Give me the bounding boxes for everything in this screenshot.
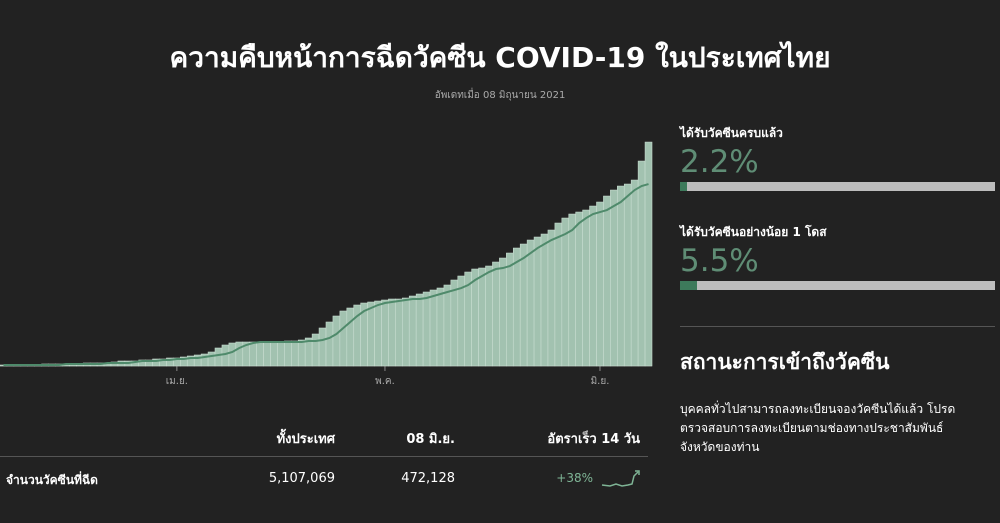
- bar: [554, 222, 563, 367]
- stat-value: 5.5%: [680, 243, 759, 279]
- bar: [339, 310, 348, 367]
- stat-label: ได้รับวัคซีนอย่างน้อย 1 โดส: [680, 225, 827, 239]
- progress-fill: [680, 182, 687, 191]
- bar: [291, 340, 299, 367]
- bar: [249, 341, 257, 367]
- bar: [519, 243, 528, 367]
- bar: [485, 265, 493, 367]
- col-header: อัตราเร็ว 14 วัน: [547, 432, 640, 447]
- bar: [214, 347, 223, 367]
- progress-track: [680, 281, 995, 290]
- bar: [270, 341, 278, 367]
- bar: [492, 261, 500, 367]
- status-text: บุคคลทั่วไปสามารถลงทะเบียนจองวัคซีนได้แล…: [680, 400, 955, 457]
- bar: [401, 297, 410, 367]
- bar: [506, 252, 514, 367]
- bar: [395, 298, 403, 367]
- table-rule: [0, 456, 648, 457]
- bar: [547, 229, 556, 367]
- bar: [256, 341, 264, 367]
- bar: [436, 287, 445, 367]
- bar: [443, 284, 452, 367]
- status-line: จังหวัดของท่าน: [680, 440, 760, 454]
- bar: [207, 351, 216, 367]
- bar: [429, 289, 438, 367]
- cell: 472,128: [401, 471, 455, 486]
- bar: [450, 279, 459, 367]
- bar: [422, 291, 431, 367]
- bar: [512, 247, 521, 367]
- bar: [235, 341, 244, 367]
- bar: [332, 315, 341, 367]
- bar: [415, 293, 424, 367]
- subtitle: อัพเดทเมื่อ 08 มิถุนายน 2021: [434, 90, 566, 101]
- row-label: จำนวนวัคซีนที่ฉีด: [6, 473, 98, 487]
- cell: +38%: [556, 471, 593, 485]
- bar: [297, 339, 306, 367]
- bar: [610, 189, 618, 367]
- stat-value: 2.2%: [680, 144, 759, 180]
- progress-track: [680, 182, 995, 191]
- x-tick-label: มิ.ย.: [591, 376, 610, 387]
- bar: [589, 205, 597, 367]
- bar: [408, 295, 417, 367]
- bar: [575, 211, 583, 367]
- bar: [381, 299, 389, 367]
- bar: [596, 201, 604, 367]
- line: [3, 183, 649, 366]
- x-tick-label: พ.ค.: [375, 376, 395, 387]
- bar: [318, 327, 327, 367]
- progress-fill: [680, 281, 698, 290]
- status-line: ตรวจสอบการลงทะเบียนตามช่องทางประชาสัมพัน…: [680, 421, 944, 435]
- bar: [568, 213, 577, 367]
- status-line: บุคคลทั่วไปสามารถลงทะเบียนจองวัคซีนได้แล…: [680, 402, 956, 416]
- bar: [644, 141, 653, 367]
- stats: ได้รับวัคซีนครบแล้ว 2.2% ได้รับวัคซีนอย่าง…: [680, 124, 995, 322]
- bar: [263, 341, 271, 367]
- bar: [367, 301, 375, 367]
- bar: [582, 209, 590, 367]
- col-header: 08 มิ.ย.: [406, 432, 455, 447]
- status-heading: สถานะการเข้าถึงวัคซีน: [680, 350, 890, 374]
- x-tick-label: เม.ย.: [166, 376, 188, 387]
- stat-label: ได้รับวัคซีนครบแล้ว: [680, 126, 783, 140]
- bar: [561, 217, 570, 367]
- bar: [603, 195, 611, 367]
- cell: 5,107,069: [268, 471, 335, 486]
- chart: เม.ย. พ.ค. มิ.ย.: [0, 141, 653, 387]
- bar: [277, 341, 285, 367]
- bar: [325, 321, 334, 367]
- bar: [623, 183, 632, 367]
- bar: [478, 267, 486, 367]
- bar: [228, 342, 237, 367]
- divider: [680, 326, 995, 327]
- col-header: ทั้งประเทศ: [276, 432, 335, 447]
- bar: [617, 185, 625, 367]
- bar: [388, 298, 396, 367]
- bar: [284, 340, 292, 367]
- bar: [526, 239, 535, 367]
- bar: [346, 307, 355, 367]
- bar: [499, 257, 507, 367]
- bar: [533, 236, 542, 367]
- sparkline: [601, 470, 640, 487]
- bar: [471, 268, 479, 367]
- bar: [630, 179, 639, 367]
- bar: [311, 333, 320, 367]
- bar: [221, 344, 230, 367]
- bar: [374, 300, 382, 367]
- bar: [540, 233, 549, 367]
- title: ความคืบหน้าการฉีดวัคซีน COVID-19 ในประเท…: [169, 41, 831, 74]
- bar: [637, 160, 646, 367]
